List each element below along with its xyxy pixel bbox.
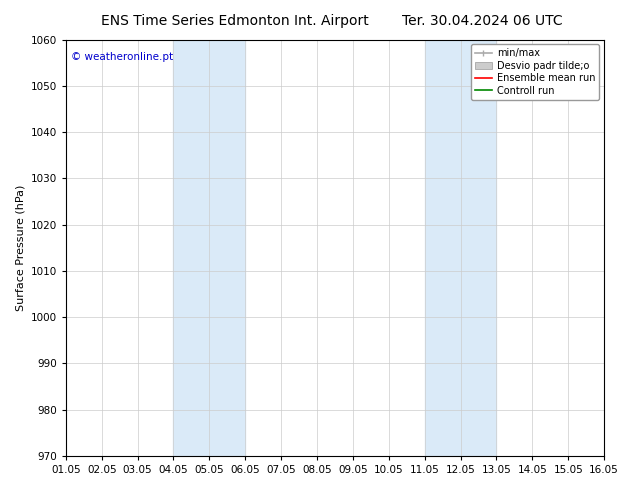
Legend: min/max, Desvio padr tilde;o, Ensemble mean run, Controll run: min/max, Desvio padr tilde;o, Ensemble m… bbox=[470, 45, 599, 99]
Text: ENS Time Series Edmonton Int. Airport: ENS Time Series Edmonton Int. Airport bbox=[101, 14, 368, 28]
Bar bbox=[425, 40, 496, 456]
Text: Ter. 30.04.2024 06 UTC: Ter. 30.04.2024 06 UTC bbox=[401, 14, 562, 28]
Text: © weatheronline.pt: © weatheronline.pt bbox=[71, 52, 173, 62]
Y-axis label: Surface Pressure (hPa): Surface Pressure (hPa) bbox=[15, 185, 25, 311]
Bar bbox=[174, 40, 245, 456]
